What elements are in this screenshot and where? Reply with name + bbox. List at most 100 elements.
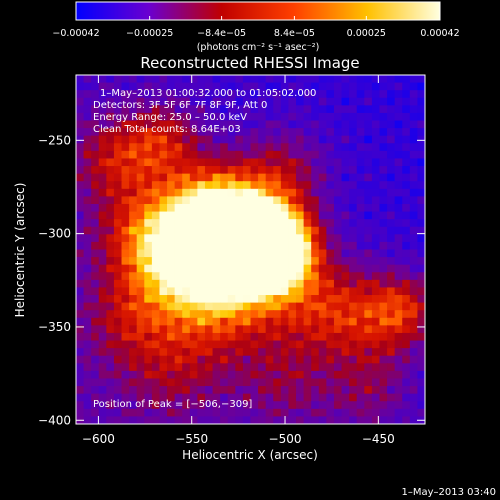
- heatmap-cell: [174, 82, 183, 91]
- heatmap-cell: [402, 143, 411, 152]
- heatmap-cell: [288, 302, 297, 311]
- heatmap-cell: [167, 150, 176, 160]
- heatmap-cell: [159, 332, 168, 342]
- heatmap-cell: [273, 128, 282, 137]
- heatmap-cell: [212, 120, 221, 129]
- heatmap-cell: [409, 348, 419, 357]
- heatmap-cell: [402, 158, 411, 167]
- heatmap-cell: [371, 188, 381, 197]
- heatmap-cell: [189, 75, 198, 84]
- heatmap-cell: [91, 143, 100, 152]
- heatmap-cell: [76, 219, 85, 228]
- heatmap-cell: [379, 386, 388, 395]
- heatmap-cell: [356, 370, 365, 380]
- heatmap-cell: [227, 332, 236, 342]
- heatmap-cell: [409, 105, 419, 114]
- heatmap-cell: [121, 128, 130, 137]
- heatmap-cell: [394, 257, 403, 266]
- heatmap-cell: [356, 82, 365, 91]
- heatmap-cell: [227, 211, 236, 220]
- heatmap-cell: [303, 203, 312, 213]
- heatmap-cell: [91, 340, 100, 349]
- heatmap-cell: [220, 203, 229, 213]
- heatmap-cell: [212, 302, 221, 311]
- heatmap-cell: [250, 310, 259, 319]
- heatmap-cell: [265, 105, 274, 114]
- heatmap-cell: [250, 317, 259, 326]
- heatmap-cell: [364, 370, 373, 380]
- heatmap-cell: [296, 386, 305, 395]
- heatmap-cell: [394, 143, 403, 152]
- heatmap-cell: [371, 370, 381, 380]
- heatmap-cell: [144, 393, 153, 402]
- heatmap-cell: [159, 158, 168, 167]
- heatmap-cell: [349, 401, 358, 410]
- heatmap-cell: [258, 348, 267, 357]
- heatmap-cell: [341, 272, 350, 281]
- heatmap-cell: [318, 105, 327, 114]
- heatmap-cell: [311, 97, 320, 106]
- heatmap-cell: [341, 158, 350, 167]
- heatmap-cell: [288, 370, 297, 380]
- heatmap-cell: [151, 82, 161, 91]
- heatmap-cell: [288, 279, 297, 289]
- heatmap-cell: [151, 203, 161, 213]
- heatmap-cell: [204, 90, 214, 99]
- heatmap-cell: [83, 97, 92, 106]
- heatmap-cell: [151, 393, 161, 402]
- heatmap-cell: [235, 112, 244, 122]
- heatmap-cell: [402, 188, 411, 197]
- heatmap-cell: [250, 386, 259, 395]
- heatmap-cell: [98, 196, 107, 205]
- heatmap-cell: [76, 340, 85, 349]
- heatmap-cell: [212, 97, 221, 106]
- heatmap-cell: [280, 302, 290, 311]
- heatmap-cell: [364, 302, 373, 311]
- heatmap-cell: [318, 241, 327, 251]
- heatmap-cell: [280, 257, 290, 266]
- heatmap-cell: [356, 150, 365, 160]
- heatmap-cell: [364, 82, 373, 91]
- heatmap-cell: [98, 302, 107, 311]
- heatmap-cell: [333, 416, 343, 424]
- heatmap-cell: [212, 416, 221, 424]
- heatmap-cell: [417, 135, 425, 144]
- heatmap-cell: [402, 241, 411, 251]
- heatmap-cell: [167, 408, 176, 418]
- heatmap-cell: [258, 408, 267, 418]
- heatmap-cell: [113, 272, 123, 281]
- heatmap-cell: [318, 143, 327, 152]
- heatmap-cell: [349, 181, 358, 190]
- heatmap-cell: [265, 234, 274, 243]
- heatmap-cell: [364, 408, 373, 418]
- heatmap-cell: [98, 295, 107, 304]
- heatmap-cell: [311, 317, 320, 326]
- heatmap-cell: [121, 105, 130, 114]
- heatmap-cell: [182, 386, 191, 395]
- heatmap-cell: [288, 340, 297, 349]
- heatmap-cell: [204, 226, 214, 235]
- heatmap-cell: [91, 105, 100, 114]
- heatmap-cell: [182, 135, 191, 144]
- heatmap-cell: [303, 370, 312, 380]
- heatmap-cell: [189, 196, 198, 205]
- heatmap-cell: [326, 408, 335, 418]
- heatmap-cell: [318, 264, 327, 273]
- heatmap-cell: [197, 325, 206, 334]
- heatmap-cell: [167, 97, 176, 106]
- heatmap-cell: [394, 317, 403, 326]
- heatmap-cell: [129, 378, 138, 387]
- heatmap-cell: [121, 272, 130, 281]
- heatmap-cell: [76, 166, 85, 175]
- heatmap-cell: [265, 181, 274, 190]
- heatmap-cell: [227, 416, 236, 424]
- heatmap-cell: [250, 173, 259, 182]
- heatmap-cell: [349, 211, 358, 220]
- heatmap-cell: [129, 226, 138, 235]
- heatmap-cell: [356, 257, 365, 266]
- heatmap-cell: [326, 112, 335, 122]
- annotation-peak: Position of Peak = [−506,−309]: [93, 399, 252, 410]
- heatmap-cell: [379, 279, 388, 289]
- heatmap-cell: [371, 416, 381, 424]
- heatmap-cell: [402, 120, 411, 129]
